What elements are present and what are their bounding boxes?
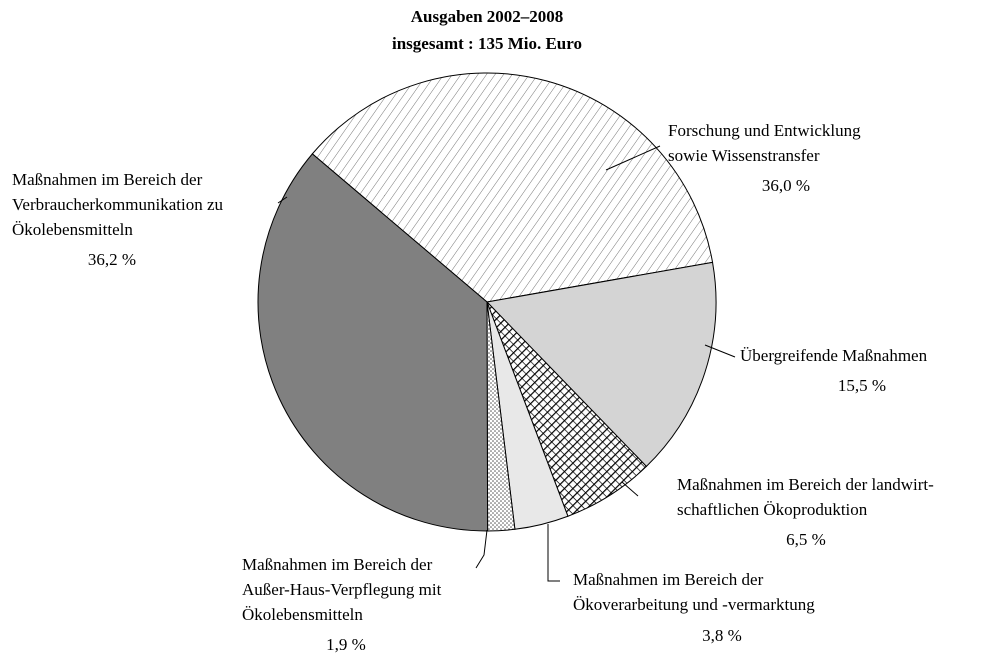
slice-label: sowie Wissenstransfer bbox=[668, 146, 820, 165]
value-label: 3,8 % bbox=[702, 626, 742, 645]
slice-label: schaftlichen Ökoproduktion bbox=[677, 500, 868, 519]
pie-slice bbox=[485, 261, 717, 468]
slice-label: Ökolebensmitteln bbox=[242, 605, 363, 624]
slice-label: Verbraucherkommunikation zu bbox=[12, 195, 224, 214]
leader-line bbox=[547, 524, 560, 582]
chart-title: Ausgaben 2002–2008 bbox=[411, 7, 564, 26]
value-label: 15,5 % bbox=[838, 376, 886, 395]
slice-label: Außer-Haus-Verpflegung mit bbox=[242, 580, 442, 599]
slice-label: Ökoverarbeitung und -vermarktung bbox=[573, 595, 815, 614]
slice-label: Maßnahmen im Bereich der bbox=[12, 170, 203, 189]
slice-label: Forschung und Entwicklung bbox=[668, 121, 861, 140]
slice-label: Maßnahmen im Bereich der landwirt- bbox=[677, 475, 934, 494]
slice-label: Übergreifende Maßnahmen bbox=[740, 346, 928, 365]
chart-subtitle: insgesamt : 135 Mio. Euro bbox=[392, 34, 582, 53]
value-label: 36,2 % bbox=[88, 250, 136, 269]
value-label: 36,0 % bbox=[762, 176, 810, 195]
leader-line bbox=[704, 344, 736, 358]
leader-line bbox=[277, 196, 288, 204]
slice-label: Maßnahmen im Bereich der bbox=[573, 570, 764, 589]
slice-label: Maßnahmen im Bereich der bbox=[242, 555, 433, 574]
leader-line bbox=[605, 145, 661, 171]
pie-slice bbox=[257, 153, 489, 532]
slice-label: Ökolebensmitteln bbox=[12, 220, 133, 239]
leader-line bbox=[475, 529, 488, 569]
value-label: 1,9 % bbox=[326, 635, 366, 654]
pie-slice bbox=[311, 72, 714, 303]
leader-line bbox=[621, 481, 639, 497]
value-label: 6,5 % bbox=[786, 530, 826, 549]
